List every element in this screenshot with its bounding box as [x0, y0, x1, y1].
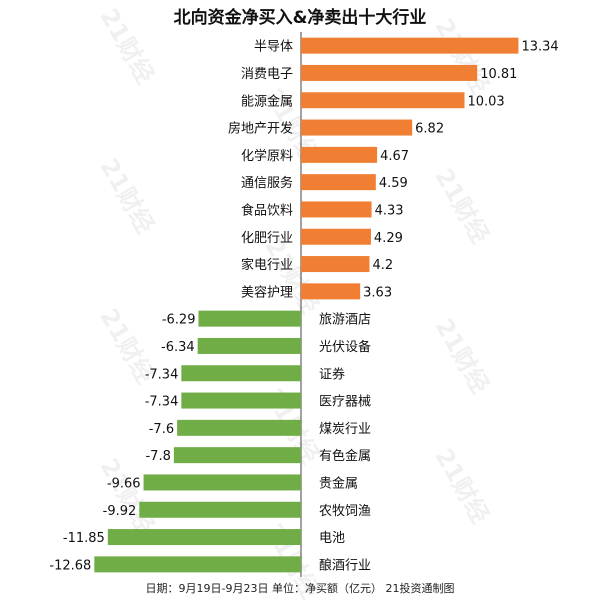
category-label-5: 化学原料 — [241, 148, 293, 164]
bar-11 — [198, 310, 301, 327]
value-label-20: -12.68 — [49, 558, 91, 573]
bar-17 — [143, 474, 301, 491]
value-label-17: -9.66 — [107, 476, 141, 491]
bar-15 — [177, 419, 301, 436]
value-label-16: -7.8 — [145, 449, 170, 464]
bar-1 — [301, 37, 519, 54]
value-label-7: 4.33 — [375, 203, 404, 218]
value-label-6: 4.59 — [379, 176, 408, 191]
value-label-12: -6.34 — [161, 340, 195, 355]
value-label-18: -9.92 — [103, 504, 137, 519]
category-label-18: 农牧饲渔 — [319, 504, 371, 519]
bar-19 — [107, 529, 301, 546]
category-label-7: 食品饮料 — [241, 202, 293, 218]
category-label-2: 消费电子 — [241, 67, 293, 82]
bar-7 — [301, 201, 372, 218]
bar-8 — [301, 228, 371, 245]
value-label-10: 3.63 — [363, 285, 392, 300]
value-label-9: 4.2 — [372, 258, 393, 273]
category-label-11: 旅游酒店 — [319, 313, 371, 328]
value-label-8: 4.29 — [374, 231, 403, 246]
bar-13 — [181, 365, 301, 382]
bar-5 — [301, 146, 378, 163]
category-label-20: 酿酒行业 — [319, 557, 371, 573]
watermark-5: 21财经 — [259, 234, 324, 318]
bar-20 — [94, 556, 301, 573]
watermark-6: 21财经 — [429, 164, 494, 248]
bar-4 — [301, 119, 413, 136]
category-label-1: 半导体 — [254, 40, 293, 55]
value-label-5: 4.67 — [380, 149, 409, 164]
value-label-2: 10.81 — [480, 67, 517, 82]
bar-9 — [301, 256, 370, 273]
value-label-4: 6.82 — [415, 122, 444, 137]
value-label-14: -7.34 — [145, 395, 179, 410]
value-label-13: -7.34 — [145, 367, 179, 382]
value-label-11: -6.29 — [162, 313, 196, 328]
bar-14 — [181, 392, 301, 409]
chart-footer: 日期：9月19日-9月23日 单位：净买额（亿元） 21投资通制图 — [145, 582, 455, 595]
category-label-3: 能源金属 — [241, 93, 293, 109]
watermark-1: 21财经 — [94, 4, 159, 88]
watermark-12: 21财经 — [429, 444, 494, 528]
category-label-17: 贵金属 — [319, 475, 358, 491]
bar-3 — [301, 92, 465, 109]
category-label-15: 煤炭行业 — [319, 422, 371, 437]
value-label-3: 10.03 — [467, 94, 504, 109]
bar-18 — [139, 501, 301, 518]
watermark-9: 21财经 — [429, 314, 494, 398]
chart-title: 北向资金净买入&净卖出十大行业 — [173, 8, 427, 28]
value-label-1: 13.34 — [521, 40, 558, 55]
category-label-12: 光伏设备 — [319, 339, 371, 355]
watermark-4: 21财经 — [94, 154, 159, 238]
category-label-19: 电池 — [319, 531, 345, 546]
category-label-13: 证券 — [319, 366, 345, 382]
watermark-3: 21财经 — [429, 14, 494, 98]
value-label-15: -7.6 — [149, 422, 174, 437]
category-label-14: 医疗器械 — [319, 395, 371, 410]
category-label-4: 房地产开发 — [228, 121, 293, 137]
category-label-10: 美容护理 — [241, 284, 293, 300]
bar-6 — [301, 174, 376, 191]
category-label-9: 家电行业 — [241, 257, 293, 273]
category-label-6: 通信服务 — [241, 175, 293, 191]
watermark-10: 21财经 — [94, 454, 159, 538]
value-label-19: -11.85 — [63, 531, 105, 546]
category-label-8: 化肥行业 — [241, 231, 293, 246]
bar-12 — [197, 337, 301, 354]
bar-10 — [301, 283, 361, 300]
category-label-16: 有色金属 — [319, 448, 371, 464]
bar-2 — [301, 64, 478, 81]
bar-16 — [173, 447, 301, 464]
